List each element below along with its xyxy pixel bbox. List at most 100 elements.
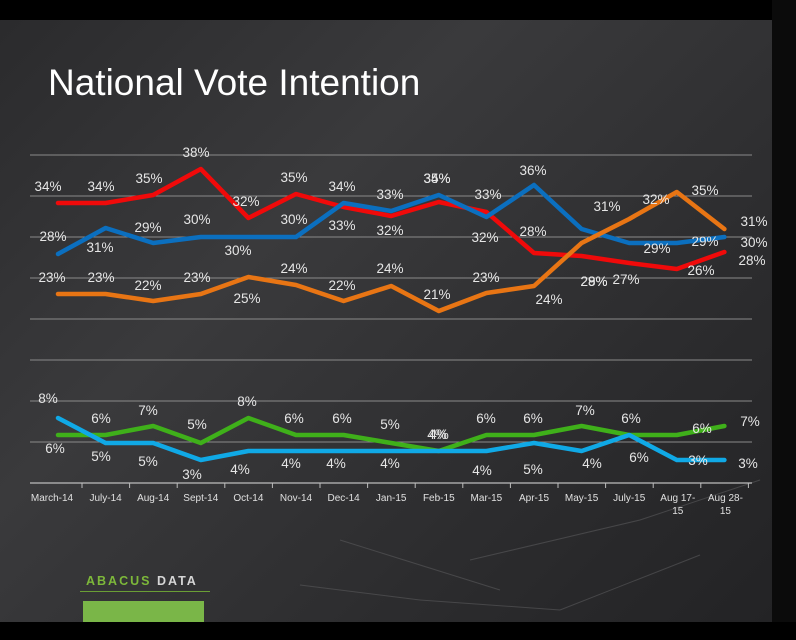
x-tick-label: Jan-15 [376,493,407,504]
decor-line-0 [299,584,421,601]
x-tick-label: May-15 [565,493,599,504]
data-label-red: 35% [135,171,162,186]
data-label-red: 28% [519,224,546,239]
data-label-red: 28% [738,253,765,268]
data-label-cyan: 3% [182,467,202,482]
data-label-blue: 30% [280,212,307,227]
data-label-blue: 33% [328,218,355,233]
decor-line-1 [419,599,561,611]
data-label-green: 5% [187,417,207,432]
x-tick-label: Oct-14 [233,493,263,504]
data-label-green: 6% [332,411,352,426]
data-label-blue: 29% [691,234,718,249]
series-line-cyan [55,415,727,463]
x-tick-label: Aug 17- [660,493,695,504]
data-label-blue: 36% [519,163,546,178]
x-tick-label: July-14 [89,493,122,504]
data-label-red: 38% [182,145,209,160]
data-label-orange: 21% [423,287,450,302]
data-label-cyan: 4% [429,427,449,442]
abacus-data-logo: ABACUS DATA [86,574,198,588]
x-tick-label: July-15 [613,493,646,504]
data-label-cyan: 5% [138,454,158,469]
decor-line-4 [639,479,761,521]
data-label-green: 6% [692,421,712,436]
data-label-cyan: 4% [281,456,301,471]
data-label-orange: 32% [642,192,669,207]
data-label-blue: 28% [39,229,66,244]
data-label-blue: 35% [423,171,450,186]
x-tick-label: March-14 [31,493,74,504]
logo-green-block [83,601,204,622]
x-tick-label: Apr-15 [519,493,549,504]
x-tick-label: Nov-14 [280,493,313,504]
data-label-orange: 24% [535,292,562,307]
decor-line-3 [469,519,641,561]
data-label-green: 6% [621,411,641,426]
data-label-blue: 33% [474,187,501,202]
chart-title: National Vote Intention [48,62,421,103]
logo-text-data: DATA [156,574,198,588]
data-label-orange: 23% [38,270,65,285]
data-label-green: 5% [380,417,400,432]
data-label-blue: 32% [376,223,403,238]
data-label-red: 32% [232,194,259,209]
data-label-red: 33% [376,187,403,202]
data-label-red: 35% [280,170,307,185]
data-label-cyan: 3% [738,456,758,471]
data-label-green: 6% [523,411,543,426]
data-label-red: 27% [612,272,639,287]
data-label-green: 7% [740,414,760,429]
data-label-red: 28% [580,274,607,289]
data-label-green: 6% [284,411,304,426]
data-label-blue: 30% [740,235,767,250]
x-tick-label: Mar-15 [471,493,503,504]
data-label-green: 7% [575,403,595,418]
data-label-green: 6% [45,441,65,456]
data-label-red: 34% [34,179,61,194]
data-label-blue: 29% [134,220,161,235]
data-label-orange: 22% [134,278,161,293]
data-label-orange: 25% [233,291,260,306]
decor-line-2 [559,554,701,611]
data-label-red: 34% [328,179,355,194]
data-label-orange: 35% [691,183,718,198]
data-label-red: 34% [87,179,114,194]
data-label-cyan: 4% [472,463,492,478]
data-label-green: 8% [237,394,257,409]
data-label-orange: 31% [740,214,767,229]
data-label-orange: 23% [472,270,499,285]
data-label-red: 32% [471,230,498,245]
data-label-cyan: 8% [38,391,58,406]
data-label-orange: 24% [376,261,403,276]
x-tick-label: Sept-14 [183,493,218,504]
series-line-red [55,166,727,272]
series-line-blue [55,182,727,257]
data-label-red: 34% [423,171,450,186]
data-label-blue: 29% [643,241,670,256]
data-label-green: 4% [427,427,447,442]
data-label-orange: 23% [87,270,114,285]
x-tick-label: 15 [672,506,684,517]
data-label-cyan: 3% [688,453,708,468]
data-label-green: 6% [91,411,111,426]
series-line-orange [55,189,727,314]
data-label-blue: 31% [593,199,620,214]
data-label-cyan: 6% [629,450,649,465]
data-label-orange: 24% [280,261,307,276]
data-label-cyan: 5% [91,449,111,464]
data-label-green: 6% [476,411,496,426]
data-label-blue: 31% [86,240,113,255]
data-label-cyan: 4% [326,456,346,471]
data-label-green: 7% [138,403,158,418]
data-label-cyan: 5% [523,462,543,477]
data-label-orange: 29% [580,274,607,289]
data-label-cyan: 4% [380,456,400,471]
data-label-blue: 30% [224,243,251,258]
data-label-orange: 22% [328,278,355,293]
logo-text-abacus: ABACUS [86,574,152,588]
x-tick-label: Aug 28- [708,493,743,504]
bottom-bar [0,622,796,640]
right-bar [772,0,796,640]
